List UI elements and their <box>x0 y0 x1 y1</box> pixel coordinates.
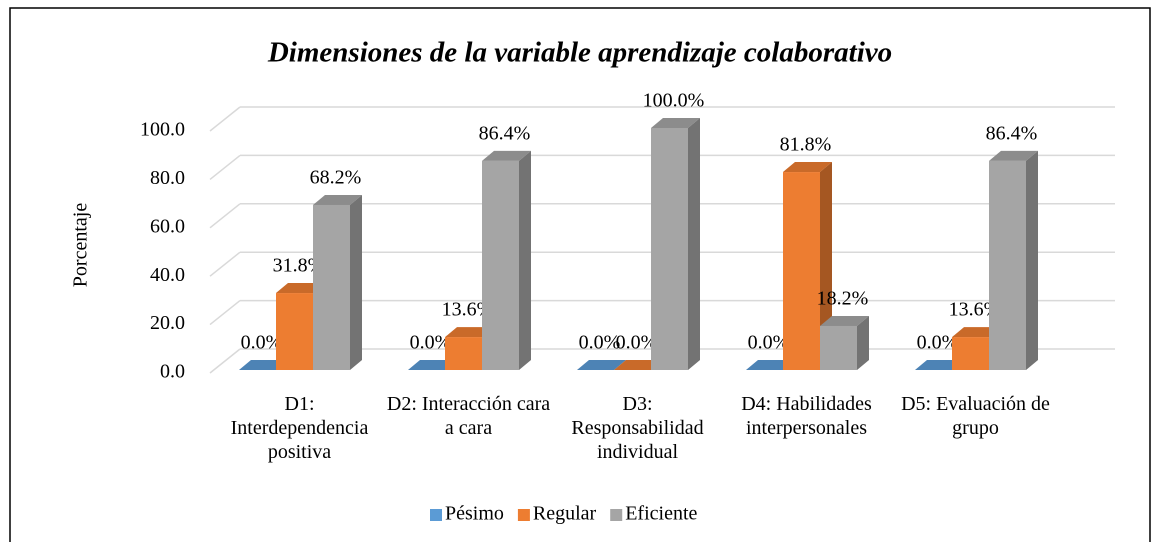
data-label: 18.2% <box>817 288 869 310</box>
bar-top <box>239 360 288 370</box>
bar-top-shade <box>952 327 1001 338</box>
legend-swatch <box>610 509 623 521</box>
data-label: 86.4% <box>986 123 1038 145</box>
bar <box>482 160 519 370</box>
y-tick-label: 0.0 <box>160 361 185 383</box>
y-tick-label: 60.0 <box>150 215 185 237</box>
chart-title: Dimensiones de la variable aprendizaje c… <box>267 37 892 69</box>
grid-depth-line <box>209 348 241 374</box>
bar-side-shade <box>820 162 832 370</box>
legend-swatch <box>517 509 530 521</box>
bar-top <box>952 327 1001 338</box>
bar-top <box>820 315 869 326</box>
bar <box>445 337 482 370</box>
data-label: 100.0% <box>643 90 705 112</box>
chart-border <box>9 7 1151 542</box>
bar <box>952 337 989 370</box>
legend-label: Pésimo <box>445 503 504 525</box>
bar-top-shade <box>820 315 869 326</box>
x-tick-label: D5: Evaluación de grupo <box>901 393 1050 439</box>
data-label: 13.6% <box>949 299 1001 321</box>
bar-side <box>350 194 362 370</box>
data-label: 0.0% <box>917 332 959 354</box>
bar-top <box>915 360 964 370</box>
bar <box>313 204 350 370</box>
bar <box>276 293 313 370</box>
bar-top-shade <box>577 360 626 370</box>
y-tick-label: 20.0 <box>150 312 185 334</box>
grid-depth-line <box>209 106 241 132</box>
data-label: 0.0% <box>616 332 658 354</box>
bar-side-shade <box>350 194 362 370</box>
bar-top <box>577 360 626 370</box>
bar-top <box>445 327 494 338</box>
legend-label: Regular <box>533 503 597 525</box>
bar-top <box>746 360 795 370</box>
legend-label: Eficiente <box>625 503 697 525</box>
legend-swatch <box>430 509 442 521</box>
bar-top-shade <box>408 360 457 370</box>
bar-top-shade <box>915 360 964 370</box>
bar-side <box>688 118 700 370</box>
bar-top-shade <box>783 162 832 173</box>
bar-side <box>857 315 869 370</box>
bar <box>651 128 688 370</box>
bar-top-shade <box>651 118 700 128</box>
data-label: 81.8% <box>780 134 832 156</box>
grid-depth-line <box>209 251 241 277</box>
bar-side <box>820 162 832 370</box>
bar <box>783 172 820 370</box>
bar-top <box>989 150 1038 161</box>
data-label: 68.2% <box>310 167 362 189</box>
y-tick-label: 100.0 <box>140 119 185 141</box>
data-label: 31.8% <box>273 255 325 277</box>
bar-side-shade <box>857 315 869 370</box>
y-axis-title: Porcentaje <box>70 203 92 288</box>
data-label: 0.0% <box>579 332 621 354</box>
y-tick-label: 40.0 <box>150 264 185 286</box>
bar-side <box>519 150 531 370</box>
bar-top <box>614 360 663 370</box>
bar-top-shade <box>276 283 325 294</box>
data-label: 0.0% <box>410 332 452 354</box>
bar-top <box>313 194 362 205</box>
bar-top <box>651 118 700 128</box>
data-label: 13.6% <box>442 299 494 321</box>
grid-depth-line <box>209 300 241 326</box>
bar <box>820 325 857 370</box>
bar-side-shade <box>1026 150 1038 370</box>
x-tick-label: D4: Habilidades interpersonales <box>741 393 872 439</box>
data-label: 0.0% <box>748 332 790 354</box>
bar <box>989 160 1026 370</box>
data-label: 0.0% <box>241 332 283 354</box>
grid-depth-line <box>209 154 241 180</box>
bar-side <box>1026 150 1038 370</box>
bar-top-shade <box>746 360 795 370</box>
y-tick-label: 80.0 <box>150 167 185 189</box>
bar-top-shade <box>482 150 531 161</box>
bar-top-shade <box>239 360 288 370</box>
x-tick-label: D1: Interdependencia positiva <box>230 393 369 463</box>
bar-top-shade <box>445 327 494 338</box>
bar-top <box>482 150 531 161</box>
bar-top <box>276 283 325 294</box>
grid-depth-line <box>209 203 241 229</box>
bar-top <box>783 162 832 173</box>
bar-top-shade <box>614 360 663 370</box>
bar-side-shade <box>519 150 531 370</box>
x-tick-label: D3: Responsabilidad individual <box>571 393 704 463</box>
bar-top <box>408 360 457 370</box>
bar-top-shade <box>989 150 1038 161</box>
x-tick-label: D2: Interacción cara a cara <box>386 393 551 439</box>
bar-side-shade <box>688 118 700 370</box>
bar-top-shade <box>313 194 362 205</box>
data-label: 86.4% <box>479 123 531 145</box>
